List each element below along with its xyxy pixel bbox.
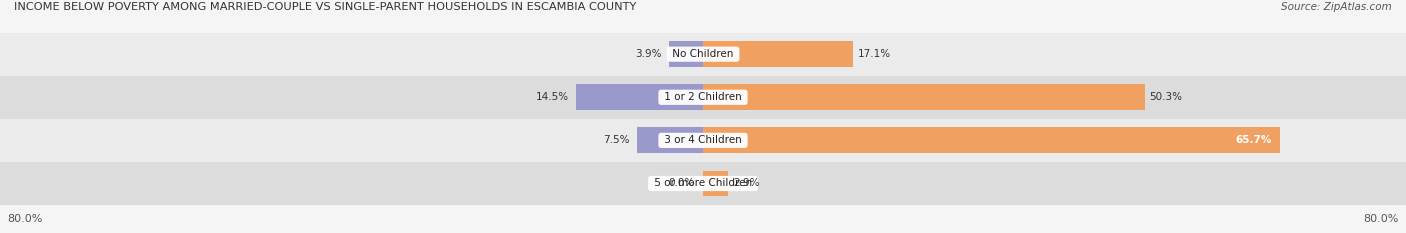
Text: 14.5%: 14.5% [536,92,568,102]
Text: 2.9%: 2.9% [733,178,759,188]
Bar [575,84,703,110]
Bar [0,76,1406,119]
Bar [703,41,853,67]
Text: No Children: No Children [669,49,737,59]
Bar [669,41,703,67]
Text: 80.0%: 80.0% [1364,214,1399,224]
Text: 5 or more Children: 5 or more Children [651,178,755,188]
Bar [703,171,728,196]
Bar [637,127,703,153]
Text: 7.5%: 7.5% [603,135,630,145]
Text: 1 or 2 Children: 1 or 2 Children [661,92,745,102]
Bar [0,119,1406,162]
Text: 65.7%: 65.7% [1236,135,1271,145]
Text: INCOME BELOW POVERTY AMONG MARRIED-COUPLE VS SINGLE-PARENT HOUSEHOLDS IN ESCAMBI: INCOME BELOW POVERTY AMONG MARRIED-COUPL… [14,2,637,12]
Bar [703,127,1281,153]
Text: 0.0%: 0.0% [668,178,695,188]
Text: 3 or 4 Children: 3 or 4 Children [661,135,745,145]
Bar [0,162,1406,205]
Bar [703,84,1144,110]
Text: 80.0%: 80.0% [7,214,42,224]
Text: 3.9%: 3.9% [636,49,662,59]
Bar [0,33,1406,76]
Text: Source: ZipAtlas.com: Source: ZipAtlas.com [1281,2,1392,12]
Text: 17.1%: 17.1% [858,49,891,59]
Text: 50.3%: 50.3% [1150,92,1182,102]
